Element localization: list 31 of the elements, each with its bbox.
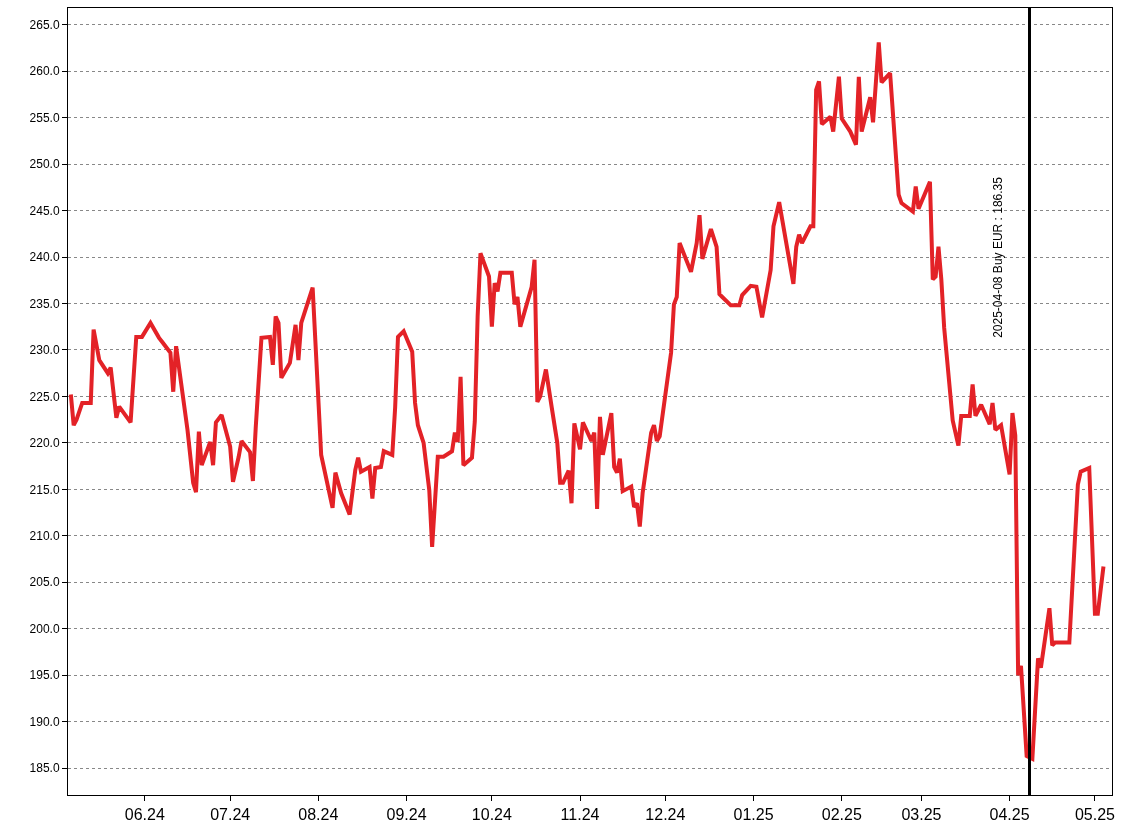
x-tick-label: 01.25 xyxy=(733,806,774,824)
y-tick-label: 205.0 xyxy=(29,575,60,590)
x-tick-label: 12.24 xyxy=(645,806,686,824)
x-tick-label: 08.24 xyxy=(298,806,339,824)
x-tick-label: 04.25 xyxy=(989,806,1030,824)
y-tick-label: 215.0 xyxy=(29,482,60,497)
y-tick-label: 240.0 xyxy=(29,250,60,265)
y-tick-label: 245.0 xyxy=(29,203,60,218)
y-tick-label: 190.0 xyxy=(29,714,60,729)
ref-line-label: 2025-04-08 Buy EUR : 186.35 xyxy=(991,176,1006,338)
y-tick-label: 195.0 xyxy=(29,668,60,683)
x-tick-label: 06.24 xyxy=(124,806,165,824)
y-tick-label: 220.0 xyxy=(29,436,60,451)
x-tick-label: 09.24 xyxy=(386,806,427,824)
y-tick-label: 265.0 xyxy=(29,17,60,32)
x-tick-label: 02.25 xyxy=(821,806,862,824)
y-tick-label: 260.0 xyxy=(29,64,60,79)
y-tick-label: 235.0 xyxy=(29,296,60,311)
x-tick-label: 10.24 xyxy=(471,806,512,824)
x-tick-label: 07.24 xyxy=(210,806,251,824)
y-tick-label: 255.0 xyxy=(29,110,60,125)
y-tick-label: 250.0 xyxy=(29,157,60,172)
y-tick-label: 230.0 xyxy=(29,343,60,358)
x-tick-label: 05.25 xyxy=(1074,806,1116,824)
x-tick-label: 03.25 xyxy=(901,806,942,824)
y-tick-label: 225.0 xyxy=(29,389,60,404)
y-tick-label: 200.0 xyxy=(29,621,60,636)
y-tick-label: 210.0 xyxy=(29,528,60,543)
line-series xyxy=(68,40,1106,761)
x-tick-label: 11.24 xyxy=(560,806,600,824)
y-tick-label: 185.0 xyxy=(29,761,60,776)
